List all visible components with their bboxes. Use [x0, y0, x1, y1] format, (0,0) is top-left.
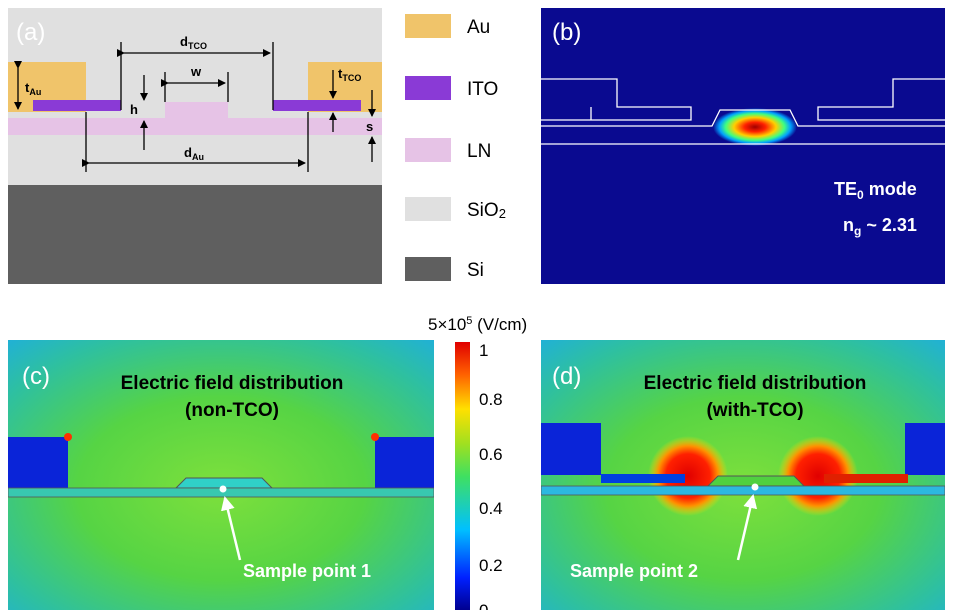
legend-swatch	[405, 76, 451, 100]
panel-subtitle: (non-TCO)	[185, 400, 279, 421]
legend-swatch	[405, 257, 451, 281]
dim-label: h	[130, 102, 138, 117]
dim-sub: Au	[29, 87, 41, 97]
dim-label: s	[366, 119, 373, 134]
background	[541, 8, 945, 284]
colorbar-unit: 5×105 (V/cm)	[428, 315, 527, 334]
colorbar-scale	[455, 342, 470, 610]
colorbar-tick: 0.8	[479, 390, 503, 409]
colorbar-tick: 0	[479, 601, 488, 610]
dim-main: d	[180, 34, 188, 49]
dim-sub: TCO	[188, 41, 207, 51]
dim-sub: Au	[192, 152, 204, 162]
panel-title: Electric field distribution	[121, 373, 344, 394]
panel-title: Electric field distribution	[644, 373, 867, 394]
dim-main: d	[184, 145, 192, 160]
sample-point	[752, 484, 759, 491]
panel-b: (b) TE0 mode ng ~ 2.31	[541, 8, 945, 284]
legend-label: SiO2	[467, 200, 506, 221]
colorbar: 5×105 (V/cm) 1 0.8 0.6 0.4 0.2 0	[428, 315, 527, 610]
au-right	[375, 437, 434, 489]
hotspot	[371, 433, 379, 441]
au-left	[8, 437, 68, 489]
colorbar-tick: 1	[479, 341, 488, 360]
mode-profile	[713, 108, 797, 146]
sample-label: Sample point 1	[243, 561, 371, 581]
legend-main: SiO	[467, 200, 499, 221]
hotspot	[64, 433, 72, 441]
panel-label: (a)	[16, 19, 45, 46]
ln-slab	[8, 118, 382, 135]
panel-a: (a) tAu dTCO w h tTCO s dAu	[8, 8, 382, 284]
ng-rest: ~ 2.31	[861, 215, 917, 235]
legend-label: Au	[467, 17, 490, 38]
panel-label: (d)	[552, 363, 581, 390]
dim-sub: TCO	[342, 73, 361, 83]
colorbar-tick: 0.2	[479, 556, 503, 575]
ito-right	[824, 474, 908, 483]
dim-label: w	[190, 64, 202, 79]
figure: (a) tAu dTCO w h tTCO s dAu Au ITO LN Si…	[0, 0, 953, 610]
panel-subtitle: (with-TCO)	[706, 400, 803, 421]
legend-label: Si	[467, 260, 484, 281]
colorbar-tick: 0.4	[479, 499, 503, 518]
ln-ridge	[165, 102, 228, 119]
mode-rest: mode	[864, 179, 917, 199]
sample-point	[220, 486, 227, 493]
mode-label: TE0 mode	[834, 179, 917, 202]
mode-main: TE	[834, 179, 857, 199]
ng-sub: g	[854, 224, 861, 238]
legend: Au ITO LN SiO2 Si	[405, 14, 506, 281]
legend-swatch	[405, 14, 451, 38]
unit-rest: (V/cm)	[472, 315, 527, 334]
legend-swatch	[405, 197, 451, 221]
ito-left	[33, 100, 121, 111]
au-left	[541, 423, 601, 475]
legend-label: LN	[467, 141, 491, 162]
panel-d: (d) Electric field distribution (with-TC…	[541, 340, 945, 610]
panel-c: (c) Electric field distribution (non-TCO…	[8, 340, 434, 610]
legend-sub: 2	[499, 206, 506, 221]
colorbar-tick: 0.6	[479, 445, 503, 464]
legend-swatch	[405, 138, 451, 162]
ito-right	[273, 100, 361, 111]
slab	[541, 486, 945, 495]
au-right	[905, 423, 945, 475]
panel-label: (c)	[22, 363, 50, 390]
sample-label: Sample point 2	[570, 561, 698, 581]
si-layer	[8, 185, 382, 284]
ito-left	[601, 474, 685, 483]
unit-main: 5×10	[428, 315, 466, 334]
legend-label: ITO	[467, 79, 498, 100]
panel-label: (b)	[552, 19, 581, 46]
ng-main: n	[843, 215, 854, 235]
